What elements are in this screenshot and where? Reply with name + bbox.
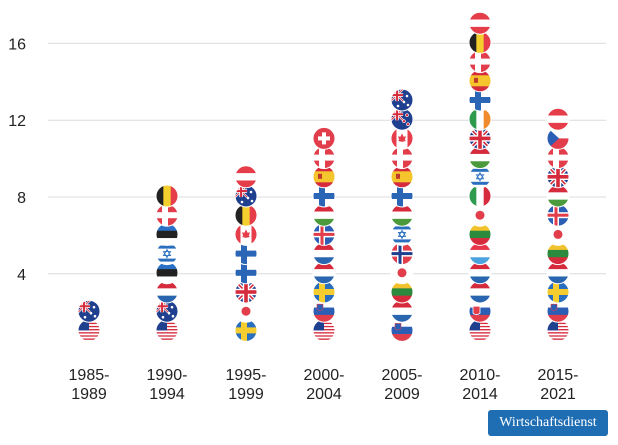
flag-canada (390, 126, 414, 150)
flag-lithuania (546, 242, 570, 266)
flag-netherlands (312, 261, 336, 285)
flag-netherlands (468, 280, 492, 304)
flag-austria (234, 165, 258, 189)
flag-stack-5 (468, 11, 492, 342)
flag-italy (468, 184, 492, 208)
flag-stack-3 (312, 126, 336, 342)
flag-usa (468, 318, 492, 342)
flag-ireland (468, 107, 492, 131)
flag-hungary (390, 203, 414, 227)
flag-netherlands (468, 261, 492, 285)
flag-israel (390, 222, 414, 246)
x-tick-label: 2021 (540, 386, 576, 403)
x-tick-label: 1989 (71, 386, 107, 403)
y-axis-ticks: 4 8 12 16 (8, 36, 26, 283)
flag-uk (234, 280, 258, 304)
x-tick-label: 1999 (228, 386, 264, 403)
flag-usa (155, 318, 179, 342)
flag-stacks (77, 11, 570, 342)
x-axis-ticks: 1985- 1989 1990- 1994 1995- 1999 2000- 2004 2005… (69, 367, 579, 403)
flag-estonia (155, 261, 179, 285)
flag-norway (390, 242, 414, 266)
flag-slovenia (546, 299, 570, 323)
flag-uk (546, 165, 570, 189)
flag-australia (155, 299, 179, 323)
flag-slovakia (468, 299, 492, 323)
flag-lithuania (390, 280, 414, 304)
flag-finland (234, 242, 258, 266)
flag-belgium (468, 30, 492, 54)
flag-hungary (468, 146, 492, 170)
x-tick-label: 2015- (538, 367, 579, 384)
x-tick-label: 2014 (462, 386, 498, 403)
flag-uk (468, 126, 492, 150)
flag-stack-2 (234, 165, 258, 342)
x-tick-label: 2005- (382, 367, 423, 384)
y-tick-12: 12 (8, 113, 26, 130)
flag-usa (546, 318, 570, 342)
flag-netherlands (546, 261, 570, 285)
flag-austria (546, 107, 570, 131)
flag-japan (546, 222, 570, 246)
flag-spain (312, 165, 336, 189)
x-tick-label: 1990- (147, 367, 188, 384)
flag-slovenia (312, 299, 336, 323)
flag-luxembourg (468, 242, 492, 266)
flag-spain (468, 69, 492, 93)
x-tick-label: 2000- (304, 367, 345, 384)
flag-stack-4 (390, 88, 414, 342)
wirtschaftsdienst-logo[interactable]: Wirtschaftsdienst (488, 410, 608, 436)
y-tick-8: 8 (17, 190, 26, 207)
flag-belgium (155, 184, 179, 208)
flag-denmark (312, 146, 336, 170)
x-tick-label: 2009 (384, 386, 420, 403)
x-tick-label: 2004 (306, 386, 342, 403)
flag-australia (77, 299, 101, 323)
flag-usa (312, 318, 336, 342)
x-tick-label: 1995- (226, 367, 267, 384)
x-tick-label: 2010- (460, 367, 501, 384)
x-tick-label: 1985- (69, 367, 110, 384)
flag-spain (390, 165, 414, 189)
flag-stack-0 (77, 299, 101, 342)
flag-australia (390, 88, 414, 112)
flag-slovenia (390, 318, 414, 342)
flag-hungary (546, 184, 570, 208)
flag-canada (234, 222, 258, 246)
flag-hungary (312, 203, 336, 227)
flag-belgium (234, 203, 258, 227)
flag-stack-6 (546, 107, 570, 342)
x-tick-label: 1994 (149, 386, 185, 403)
flag-stack-1 (155, 184, 179, 342)
flag-japan (234, 299, 258, 323)
flag-lithuania (468, 222, 492, 246)
flag-finland (468, 88, 492, 112)
flag-estonia (155, 222, 179, 246)
flag-denmark (390, 146, 414, 170)
flag-netherlands (390, 299, 414, 323)
y-tick-16: 16 (8, 36, 26, 53)
flag-usa (77, 318, 101, 342)
flag-austria (468, 11, 492, 35)
flag-finland (390, 184, 414, 208)
flag-israel (155, 242, 179, 266)
flag-netherlands (312, 242, 336, 266)
flag-israel (468, 165, 492, 189)
y-tick-4: 4 (17, 267, 26, 284)
flag-denmark (546, 146, 570, 170)
flag-netherlands (155, 280, 179, 304)
flag-switzerland (312, 126, 336, 150)
